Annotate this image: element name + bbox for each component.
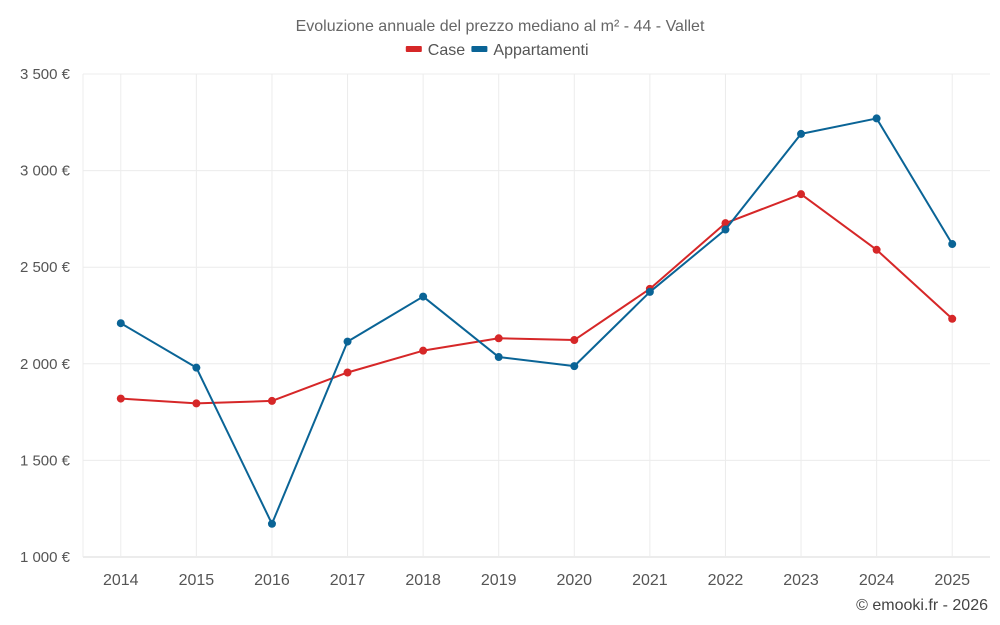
x-tick-label: 2021 xyxy=(632,572,668,589)
data-point[interactable] xyxy=(192,363,201,372)
x-tick-label: 2019 xyxy=(481,572,517,589)
chart-credit: © emooki.fr - 2026 xyxy=(856,597,988,614)
y-axis-ticks: 1 000 € 1 500 € 2 000 € 2 500 € 3 000 € 3 500… xyxy=(20,66,71,566)
data-point[interactable] xyxy=(872,245,881,254)
data-point[interactable] xyxy=(192,399,201,408)
series-case xyxy=(116,190,957,408)
y-tick-label: 1 500 € xyxy=(20,452,71,469)
legend-swatch xyxy=(471,46,488,52)
data-point[interactable] xyxy=(948,240,957,249)
legend-item-appartamenti[interactable]: Appartamenti xyxy=(471,42,589,59)
x-tick-label: 2023 xyxy=(783,572,819,589)
y-tick-label: 2 500 € xyxy=(20,259,71,276)
chart-title: Evoluzione annuale del prezzo mediano al… xyxy=(296,18,705,35)
x-axis-ticks: 2014 2015 2016 2017 2018 2019 2020 2021 2022 2023… xyxy=(103,572,970,589)
data-point[interactable] xyxy=(116,394,125,403)
data-point[interactable] xyxy=(570,362,579,371)
legend-label: Case xyxy=(428,42,465,59)
data-point[interactable] xyxy=(343,337,352,346)
data-point[interactable] xyxy=(645,287,654,296)
data-point[interactable] xyxy=(116,319,125,328)
data-point[interactable] xyxy=(494,353,503,362)
y-tick-label: 3 000 € xyxy=(20,163,71,180)
data-point[interactable] xyxy=(948,314,957,323)
legend-item-case[interactable]: Case xyxy=(405,42,465,59)
y-tick-label: 2 000 € xyxy=(20,356,71,373)
data-point[interactable] xyxy=(872,114,881,123)
x-tick-label: 2016 xyxy=(254,572,290,589)
data-point[interactable] xyxy=(721,225,730,234)
y-tick-label: 3 500 € xyxy=(20,66,71,83)
chart-legend: Case Appartamenti xyxy=(405,42,589,59)
x-tick-label: 2017 xyxy=(330,572,366,589)
legend-label: Appartamenti xyxy=(493,42,588,59)
data-point[interactable] xyxy=(267,519,276,528)
data-point[interactable] xyxy=(267,396,276,405)
data-point[interactable] xyxy=(797,190,806,199)
legend-swatch xyxy=(405,46,422,52)
x-tick-label: 2015 xyxy=(179,572,215,589)
data-point[interactable] xyxy=(570,336,579,345)
y-tick-label: 1 000 € xyxy=(20,549,71,566)
series-line-case xyxy=(120,193,953,405)
chart-grid xyxy=(82,73,990,558)
chart-series xyxy=(116,114,957,528)
series-appartamenti xyxy=(116,114,957,528)
x-tick-label: 2024 xyxy=(859,572,895,589)
x-tick-label: 2020 xyxy=(556,572,592,589)
data-point[interactable] xyxy=(419,292,428,301)
x-tick-label: 2022 xyxy=(708,572,744,589)
data-point[interactable] xyxy=(419,346,428,355)
series-line-appartamenti xyxy=(120,117,954,525)
data-point[interactable] xyxy=(797,129,806,138)
x-tick-label: 2018 xyxy=(405,572,441,589)
x-tick-label: 2014 xyxy=(103,572,139,589)
data-point[interactable] xyxy=(494,334,503,343)
data-point[interactable] xyxy=(343,368,352,377)
data-point[interactable] xyxy=(721,219,730,228)
x-tick-label: 2025 xyxy=(934,572,970,589)
